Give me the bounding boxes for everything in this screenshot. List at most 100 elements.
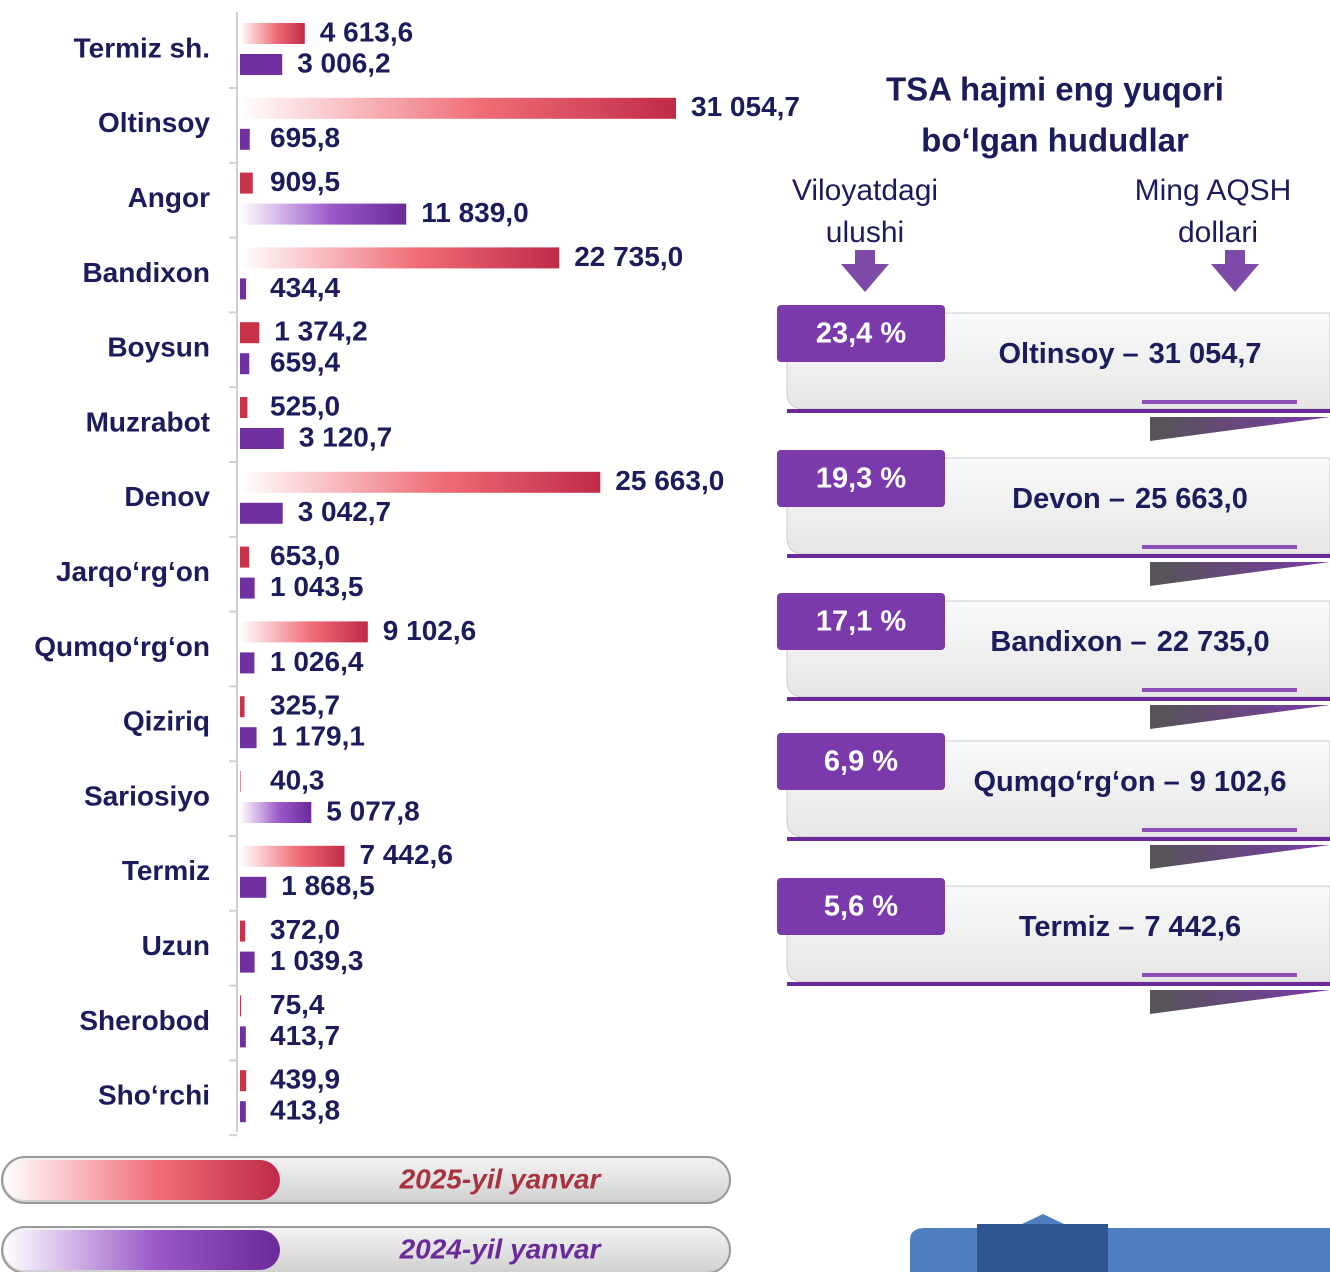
panel: TSA hajmi eng yuqori bo‘lgan hududlar Vilo… [777,71,1330,1014]
category-label: Sho‘rchi [98,1080,210,1111]
region-name: Bandixon – [990,626,1146,658]
panel-title: TSA hajmi eng yuqori [886,71,1224,108]
value-label: 1 026,4 [270,646,364,677]
region-label: Devon – 25 663,0 [1012,483,1248,515]
value-label: 25 663,0 [615,465,724,496]
category-label: Sherobod [79,1005,210,1036]
share-label: 6,9 % [824,746,898,778]
region-label: Bandixon – 22 735,0 [990,626,1269,658]
bar [240,696,245,718]
ribbon [1150,705,1330,729]
category-label: Bandixon [82,257,210,288]
category-label: Uzun [142,930,210,961]
bar [240,97,676,119]
decoration [977,1224,1108,1272]
bar [240,471,601,493]
bar [240,278,247,300]
value-label: 3 042,7 [298,496,391,527]
value-label: 22 735,0 [574,241,683,272]
column-header: ulushi [826,216,904,249]
share-label: 19,3 % [816,463,906,495]
column-header: dollari [1178,216,1258,249]
value-label: 7 442,6 [359,839,452,870]
category-label: Qumqo‘rg‘on [34,631,210,662]
category-label: Denov [124,481,210,512]
region-value: 7 442,6 [1144,911,1241,943]
region-name: Termiz – [1019,911,1135,943]
region-name: Devon – [1012,483,1125,515]
category-label: Oltinsoy [98,107,210,138]
legend-swatch [4,1230,280,1270]
bar [240,23,305,44]
share-badge [777,733,945,790]
category-label: Termiz sh. [74,32,210,63]
bar [240,1070,247,1092]
legend-label: 2024-yil yanvar [399,1233,603,1264]
share-label: 5,6 % [824,891,898,923]
bar [240,920,246,942]
bar [240,128,250,150]
bar [240,1101,246,1123]
value-label: 909,5 [270,166,340,197]
ribbon [1150,990,1330,1014]
bar [240,652,255,674]
share-badge [777,593,945,650]
column-header: Ming AQSH [1135,174,1292,207]
bar [240,428,284,449]
region-value: 9 102,6 [1190,766,1287,798]
bar [240,845,345,867]
bar [240,951,255,973]
region-value: 22 735,0 [1157,626,1270,658]
region-name: Oltinsoy – [998,338,1138,370]
category-label: Qiziriq [123,706,210,737]
value-label: 4 613,6 [320,16,413,47]
value-label: 434,4 [270,272,340,303]
share-label: 23,4 % [816,318,906,350]
bar [240,172,253,194]
value-label: 413,8 [270,1095,340,1126]
share-badge [777,305,945,362]
value-label: 1 043,5 [270,571,363,602]
bar [240,1026,246,1048]
value-label: 5 077,8 [326,795,419,826]
bar [240,995,242,1017]
bar [240,621,368,643]
value-label: 413,7 [270,1020,340,1051]
legend-swatch [4,1160,280,1200]
region-value: 31 054,7 [1149,338,1262,370]
value-label: 75,4 [270,989,325,1020]
share-badge [777,878,945,935]
value-label: 659,4 [270,347,340,378]
column-header: Viloyatdagi [792,174,938,207]
value-label: 525,0 [270,390,340,421]
category-label: Sariosiyo [84,780,210,811]
region-name: Qumqo‘rg‘on – [974,766,1180,798]
region-label: Termiz – 7 442,6 [1019,911,1241,943]
value-label: 1 039,3 [270,945,363,976]
value-label: 695,8 [270,122,340,153]
value-label: 1 868,5 [281,870,374,901]
value-label: 3 120,7 [299,421,392,452]
value-label: 40,3 [270,764,325,795]
value-label: 1 179,1 [272,721,365,752]
bar [240,203,407,225]
bar [240,771,241,792]
value-label: 1 374,2 [274,316,367,347]
category-label: Jarqo‘rg‘on [56,556,210,587]
bar [240,247,560,269]
share-badge [777,450,945,507]
category-label: Muzrabot [86,406,210,437]
category-label: Angor [128,182,211,213]
arrow [1211,250,1259,292]
legend-label: 2025-yil yanvar [399,1163,603,1194]
category-label: Boysun [107,332,210,363]
bar [240,397,248,418]
panel-title: bo‘lgan hududlar [921,122,1189,159]
value-label: 653,0 [270,540,340,571]
ribbon [1150,845,1330,869]
region-label: Oltinsoy – 31 054,7 [998,338,1261,370]
value-label: 9 102,6 [383,615,476,646]
category-label: Termiz [122,855,210,886]
share-label: 17,1 % [816,606,906,638]
